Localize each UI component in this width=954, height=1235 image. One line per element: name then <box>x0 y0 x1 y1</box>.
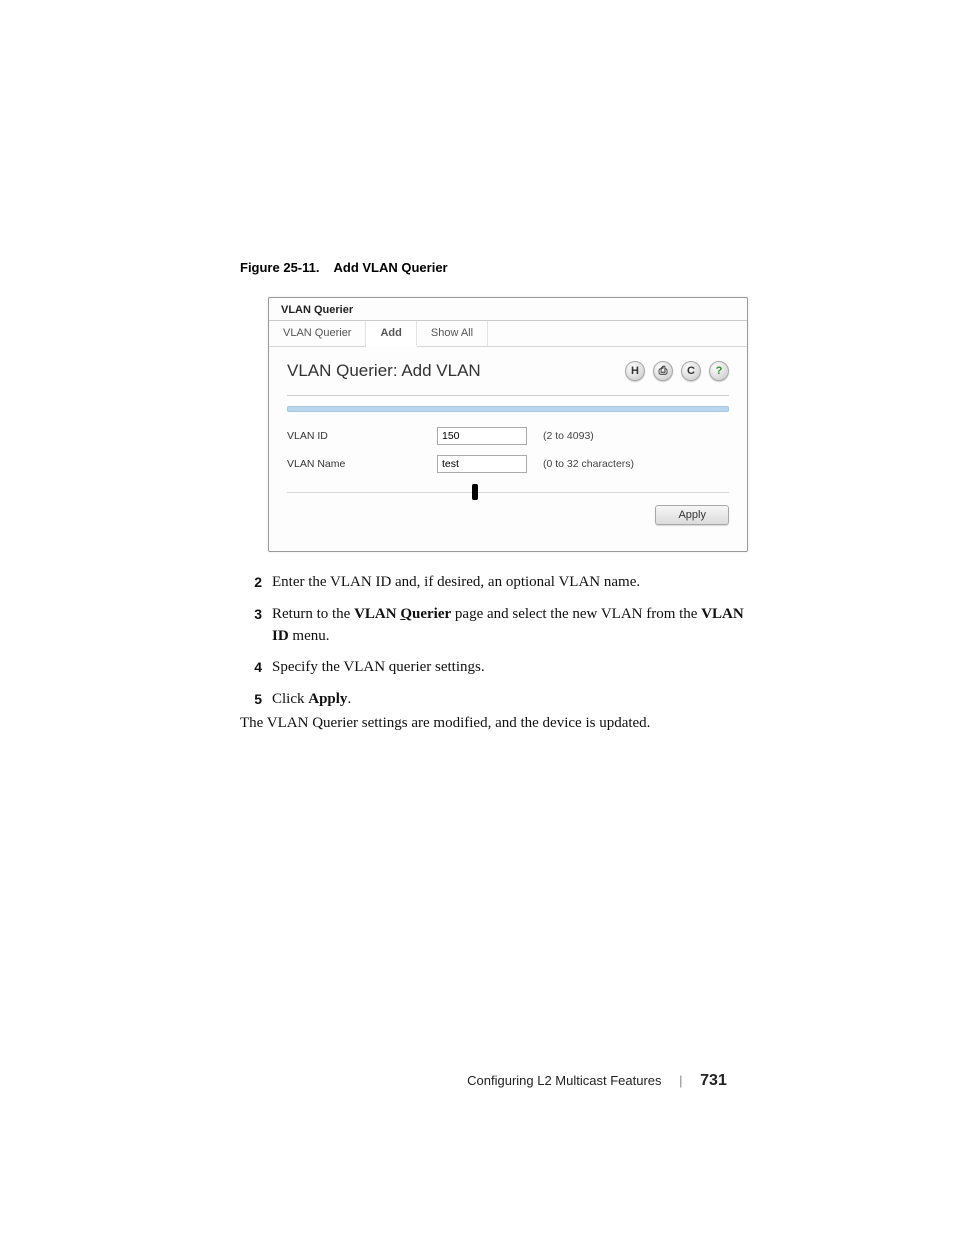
step-text: Enter the VLAN ID and, if desired, an op… <box>272 572 760 594</box>
step-text: Click Apply. <box>272 689 760 711</box>
tab-vlan-querier[interactable]: VLAN Querier <box>269 321 366 346</box>
toolbar: H ⎙ C ? <box>625 361 729 381</box>
step-text: Specify the VLAN querier settings. <box>272 657 760 679</box>
step-number: 2 <box>240 572 272 594</box>
step-text: Return to the VLAN Querier page and sele… <box>272 604 760 648</box>
page-title: VLAN Querier: Add VLAN <box>287 361 481 381</box>
instruction-list: 2 Enter the VLAN ID and, if desired, an … <box>240 572 760 732</box>
hint-vlan-name: (0 to 32 characters) <box>543 458 634 470</box>
print-icon[interactable]: ⎙ <box>653 361 673 381</box>
help-icon[interactable]: ? <box>709 361 729 381</box>
footer-divider: | <box>679 1073 682 1088</box>
row-vlan-name: VLAN Name (0 to 32 characters) <box>287 450 729 478</box>
figure-title: Add VLAN Querier <box>333 260 447 275</box>
footer-section: Configuring L2 Multicast Features <box>467 1073 661 1088</box>
tab-show-all[interactable]: Show All <box>417 321 488 346</box>
refresh-icon[interactable]: C <box>681 361 701 381</box>
apply-button[interactable]: Apply <box>655 505 729 525</box>
label-vlan-name: VLAN Name <box>287 458 437 470</box>
form-area: VLAN ID (2 to 4093) VLAN Name (0 to 32 c… <box>269 412 747 484</box>
divider <box>287 395 729 396</box>
figure-label: Figure 25-11. <box>240 260 319 275</box>
input-vlan-id[interactable] <box>437 427 527 445</box>
step-number: 4 <box>240 657 272 679</box>
page-marker <box>472 484 478 500</box>
hint-vlan-id: (2 to 4093) <box>543 430 594 442</box>
tab-add[interactable]: Add <box>366 321 416 347</box>
page-number: 731 <box>700 1072 727 1089</box>
screenshot-panel: VLAN Querier VLAN Querier Add Show All V… <box>268 297 748 552</box>
figure-caption: Figure 25-11. Add VLAN Querier <box>240 260 760 275</box>
label-vlan-id: VLAN ID <box>287 430 437 442</box>
row-vlan-id: VLAN ID (2 to 4093) <box>287 422 729 450</box>
step-number: 5 <box>240 689 272 711</box>
tab-bar: VLAN Querier Add Show All <box>269 321 747 347</box>
panel-title: VLAN Querier <box>269 298 747 321</box>
step-subtext: The VLAN Querier settings are modified, … <box>240 715 760 732</box>
page-footer: Configuring L2 Multicast Features | 731 <box>0 1072 954 1090</box>
step-number: 3 <box>240 604 272 648</box>
save-icon[interactable]: H <box>625 361 645 381</box>
input-vlan-name[interactable] <box>437 455 527 473</box>
